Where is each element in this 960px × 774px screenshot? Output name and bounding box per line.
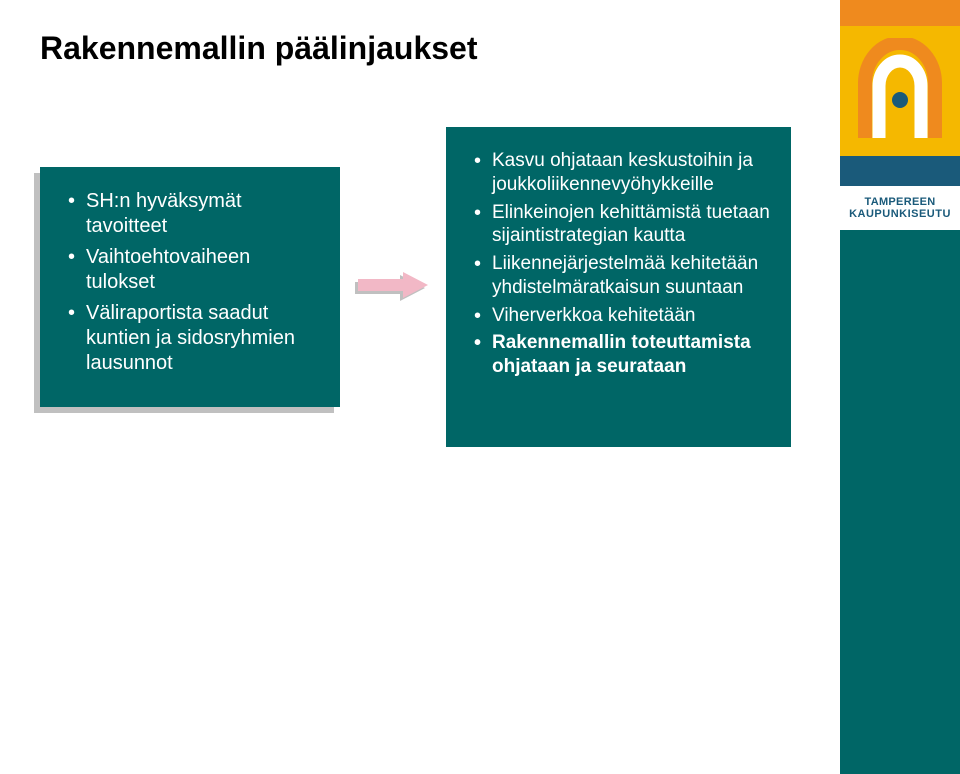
brand-line-1: TAMPEREEN xyxy=(846,196,954,208)
sidebar-stripe-yellow xyxy=(840,26,960,156)
sidebar-brand-label: TAMPEREEN KAUPUNKISEUTU xyxy=(840,186,960,230)
list-item: Rakennemallin toteuttamista ohjataan ja … xyxy=(474,331,773,379)
sidebar-stripe-blue xyxy=(840,156,960,186)
brand-sidebar: TAMPEREEN KAUPUNKISEUTU xyxy=(840,0,960,774)
left-box: SH:n hyväksymät tavoitteet Vaihtoehtovai… xyxy=(40,167,340,407)
list-item: Elinkeinojen kehittämistä tuetaan sijain… xyxy=(474,201,773,249)
list-item: Kasvu ohjataan keskustoihin ja joukkolii… xyxy=(474,149,773,197)
right-box-list: Kasvu ohjataan keskustoihin ja joukkolii… xyxy=(474,149,773,379)
list-item: Väliraportista saadut kuntien ja sidosry… xyxy=(68,301,322,376)
diagram-row: SH:n hyväksymät tavoitteet Vaihtoehtovai… xyxy=(40,127,820,447)
list-item: Liikennejärjestelmää kehitetään yhdistel… xyxy=(474,252,773,300)
list-item: SH:n hyväksymät tavoitteet xyxy=(68,189,322,239)
right-box: Kasvu ohjataan keskustoihin ja joukkolii… xyxy=(446,127,791,447)
list-item: Viherverkkoa kehitetään xyxy=(474,304,773,328)
list-item: Vaihtoehtovaiheen tulokset xyxy=(68,245,322,295)
sidebar-stripe-teal xyxy=(840,230,960,774)
arrow-icon xyxy=(358,272,428,302)
page-title: Rakennemallin päälinjaukset xyxy=(40,30,820,67)
arrow-front xyxy=(358,272,428,298)
left-box-list: SH:n hyväksymät tavoitteet Vaihtoehtovai… xyxy=(68,189,322,376)
sidebar-stripe-orange xyxy=(840,0,960,26)
brand-line-2: KAUPUNKISEUTU xyxy=(846,208,954,220)
slide-content: Rakennemallin päälinjaukset SH:n hyväksy… xyxy=(0,0,840,774)
logo-arch-icon xyxy=(855,38,945,148)
